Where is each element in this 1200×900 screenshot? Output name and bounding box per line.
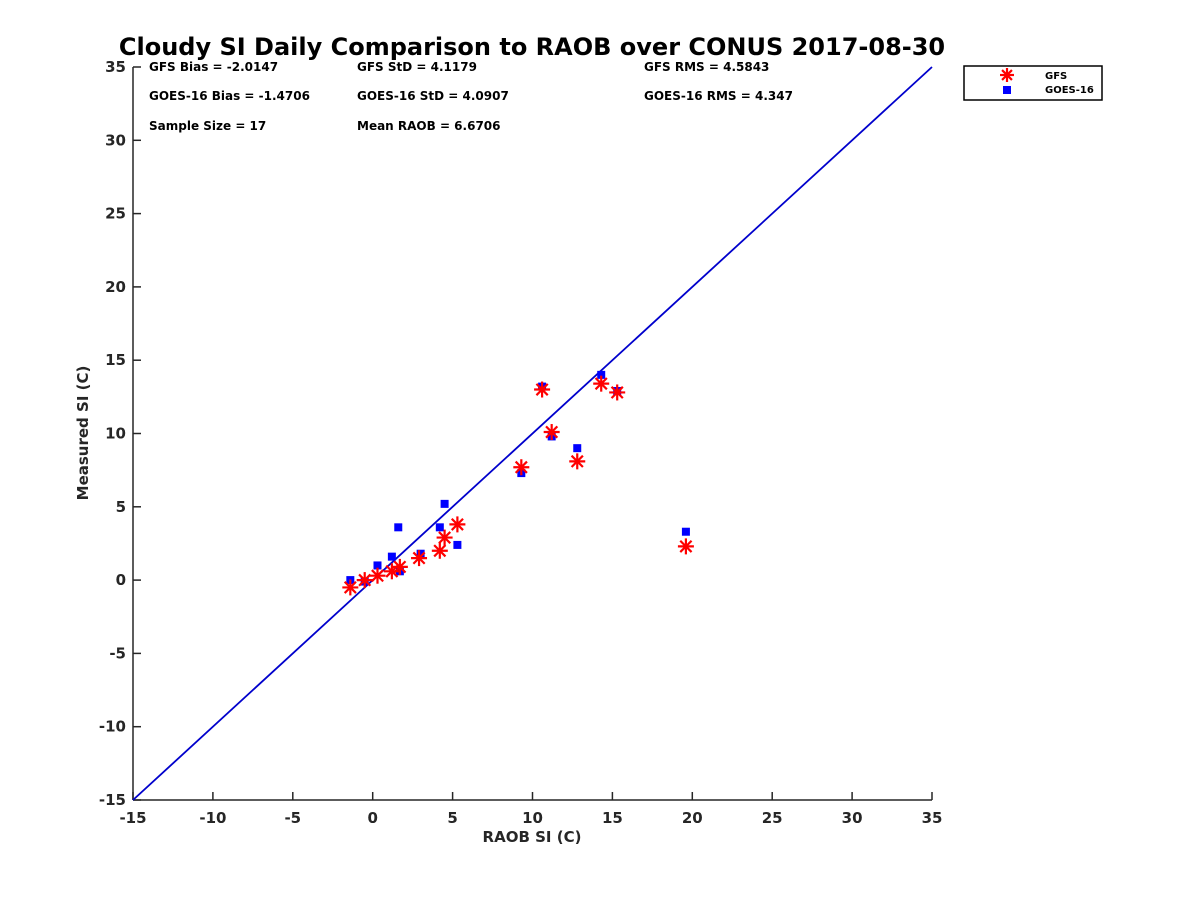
legend-goes-marker (1003, 86, 1011, 94)
asterisk-stroke (393, 560, 407, 574)
gfs-point (411, 550, 428, 567)
legend-box (963, 65, 1103, 101)
goes16-point (373, 561, 382, 570)
stat-goes-std: GOES-16 StD = 4.0907 (357, 89, 509, 103)
asterisk-stroke (412, 551, 426, 565)
y-tick-label: 25 (105, 205, 126, 223)
y-tick-label: 0 (116, 571, 126, 589)
asterisk-stroke (371, 569, 384, 583)
x-tick-label: 0 (367, 809, 377, 827)
asterisk-stroke (570, 454, 584, 468)
asterisk-stroke (450, 517, 464, 531)
gfs-point (356, 572, 373, 589)
x-tick-label: -10 (199, 809, 226, 827)
legend-gfs-asterisk (1000, 68, 1014, 82)
gfs-point (593, 375, 610, 392)
asterisk-stroke (545, 425, 559, 439)
gfs-point (436, 529, 453, 546)
y-tick-label: 30 (105, 131, 126, 149)
legend-gfs-marker (1000, 68, 1014, 82)
one-to-one-line (132, 66, 933, 801)
goes16-point (387, 552, 396, 561)
x-tick-label: 30 (842, 809, 863, 827)
asterisk-stroke (535, 383, 549, 396)
gfs-point (543, 424, 560, 441)
y-tick-label: 5 (116, 498, 126, 516)
goes16-point (435, 523, 444, 532)
gfs-point (534, 381, 551, 398)
legend-goes-label: GOES-16 (1045, 85, 1094, 96)
goes16-point (573, 444, 582, 453)
gfs-point (369, 567, 386, 584)
stat-gfs-std: GFS StD = 4.1179 (357, 60, 477, 74)
legend-gfs-label: GFS (1045, 71, 1067, 82)
asterisk-stroke (610, 386, 624, 399)
asterisk-stroke (594, 377, 608, 391)
x-tick-label: 15 (602, 809, 623, 827)
asterisk-stroke (1001, 69, 1013, 81)
y-tick-label: 10 (105, 425, 126, 443)
gfs-point (342, 579, 359, 596)
y-tick-label: 35 (105, 58, 126, 76)
stat-goes-bias: GOES-16 Bias = -1.4706 (149, 89, 310, 103)
gfs-point (513, 459, 530, 476)
asterisk-stroke (514, 460, 528, 474)
stat-mean-raob: Mean RAOB = 6.6706 (357, 119, 501, 133)
gfs-point (609, 384, 626, 401)
gfs-point (677, 538, 694, 555)
goes16-point (597, 370, 606, 379)
chart-title: Cloudy SI Daily Comparison to RAOB over … (119, 33, 945, 61)
gfs-point (569, 453, 586, 470)
gfs-point (391, 558, 408, 575)
y-axis-label: Measured SI (C) (74, 366, 92, 501)
legend: GFS GOES-16 (963, 65, 1103, 101)
goes16-point (416, 549, 425, 558)
goes16-point (394, 523, 403, 532)
x-tick-label: 5 (447, 809, 457, 827)
goes16-point (440, 499, 449, 508)
stat-sample-size: Sample Size = 17 (149, 119, 266, 133)
asterisk-stroke (433, 544, 447, 558)
y-tick-label: -10 (99, 718, 126, 736)
stat-gfs-rms: GFS RMS = 4.5843 (644, 60, 769, 74)
goes16-point (453, 540, 462, 549)
x-tick-label: -5 (284, 809, 301, 827)
y-tick-label: -5 (109, 644, 126, 662)
axes: -15 -10 -5 0 5 10 15 20 25 30 35 -15 -10 -5 0 5 10 15 20 25… (99, 58, 943, 827)
asterisk-stroke (343, 580, 357, 594)
gfs-point (449, 516, 466, 533)
x-tick-label: -15 (119, 809, 146, 827)
asterisk-stroke (358, 573, 372, 587)
x-axis-label: RAOB SI (C) (483, 828, 582, 846)
x-tick-label: 35 (922, 809, 943, 827)
stat-goes-rms: GOES-16 RMS = 4.347 (644, 89, 793, 103)
y-tick-label: -15 (99, 791, 126, 809)
goes16-point (681, 527, 690, 536)
x-tick-label: 10 (522, 809, 543, 827)
statistics-panel: GFS Bias = -2.0147 GFS StD = 4.1179 GFS … (149, 60, 793, 133)
data-points (342, 370, 694, 596)
x-tick-label: 20 (682, 809, 703, 827)
asterisk-stroke (679, 539, 693, 553)
gfs-point (431, 542, 448, 559)
asterisk-stroke (438, 531, 452, 545)
y-tick-label: 15 (105, 351, 126, 369)
x-tick-label: 25 (762, 809, 783, 827)
reference-line-group (132, 66, 933, 801)
stat-gfs-bias: GFS Bias = -2.0147 (149, 60, 278, 74)
y-tick-label: 20 (105, 278, 126, 296)
